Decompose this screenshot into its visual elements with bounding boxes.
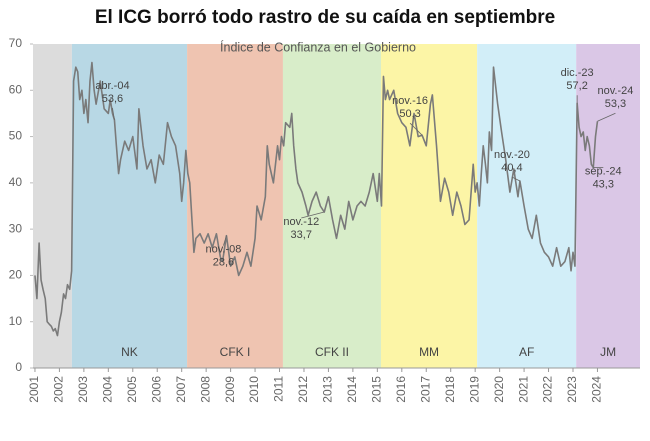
annotation-date: abr.-04 bbox=[95, 80, 129, 92]
annotation-value: 53,3 bbox=[605, 98, 626, 110]
annotation-leader bbox=[511, 176, 521, 182]
annotation-date: nov.-20 bbox=[494, 149, 530, 161]
x-tick-label: 2016 bbox=[394, 376, 408, 403]
x-tick-label: 2018 bbox=[443, 376, 457, 403]
x-tick-label: 2020 bbox=[492, 376, 506, 403]
x-tick-label: 2024 bbox=[590, 376, 604, 403]
period-label: CFK II bbox=[315, 345, 349, 359]
y-tick-label: 70 bbox=[9, 36, 23, 50]
x-tick-label: 2007 bbox=[174, 376, 188, 403]
period-label: CFK I bbox=[220, 345, 251, 359]
x-tick-label: 2009 bbox=[223, 376, 237, 403]
annotation-leader bbox=[223, 235, 227, 246]
y-tick-label: 20 bbox=[9, 268, 23, 282]
annotation-leader bbox=[301, 211, 325, 219]
y-tick-label: 0 bbox=[15, 360, 22, 374]
x-tick-label: 2004 bbox=[100, 376, 114, 403]
period-band bbox=[381, 44, 478, 368]
x-tick-label: 2013 bbox=[321, 376, 335, 403]
annotation-date: dic.-23 bbox=[561, 67, 594, 79]
annotation-value: 53,6 bbox=[102, 93, 123, 105]
period-band bbox=[576, 44, 640, 368]
y-tick-label: 50 bbox=[9, 129, 23, 143]
chart-title: El ICG borró todo rastro de su caída en … bbox=[95, 7, 555, 28]
x-tick-label: 2015 bbox=[370, 376, 384, 403]
annotation-value: 43,3 bbox=[593, 178, 614, 190]
annotation-leader bbox=[112, 107, 115, 120]
x-tick-label: 2006 bbox=[149, 376, 163, 403]
x-tick-label: 2003 bbox=[76, 376, 90, 403]
y-tick-label: 60 bbox=[9, 82, 23, 96]
period-band bbox=[282, 44, 382, 368]
annotation-date: nov.-24 bbox=[598, 85, 634, 97]
annotation-value: 40,4 bbox=[501, 162, 522, 174]
annotation-leader bbox=[597, 112, 616, 122]
series-line bbox=[34, 61, 599, 337]
period-band bbox=[33, 44, 72, 368]
annotation-date: nov.-16 bbox=[392, 95, 428, 107]
x-tick-label: 2010 bbox=[247, 376, 261, 403]
y-tick-label: 10 bbox=[9, 314, 23, 328]
period-label: MM bbox=[419, 345, 439, 359]
period-band bbox=[71, 44, 188, 368]
annotation-value: 57,2 bbox=[566, 80, 587, 92]
period-label: JM bbox=[600, 345, 616, 359]
chart-subtitle: Índice de Confianza en el Gobierno bbox=[220, 39, 416, 54]
annotation-date: sep.-24 bbox=[585, 165, 622, 177]
x-tick-label: 2012 bbox=[296, 376, 310, 403]
x-tick-label: 2008 bbox=[198, 376, 212, 403]
period-band bbox=[187, 44, 283, 368]
x-tick-label: 2022 bbox=[541, 376, 555, 403]
y-tick-label: 30 bbox=[9, 221, 23, 235]
annotation-value: 50,3 bbox=[399, 108, 420, 120]
period-band bbox=[477, 44, 577, 368]
annotation-date: nov.-08 bbox=[206, 244, 242, 256]
x-tick-label: 2021 bbox=[516, 376, 530, 403]
x-tick-label: 2011 bbox=[272, 376, 286, 402]
x-tick-label: 2017 bbox=[418, 376, 432, 403]
x-tick-label: 2001 bbox=[27, 376, 41, 403]
annotation-leader bbox=[409, 122, 423, 136]
annotation-value: 28,6 bbox=[213, 257, 234, 269]
period-label: AF bbox=[519, 345, 534, 359]
period-label: NK bbox=[121, 345, 138, 359]
annotation-value: 33,7 bbox=[291, 229, 312, 241]
x-tick-label: 2014 bbox=[345, 376, 359, 403]
x-tick-label: 2005 bbox=[125, 376, 139, 403]
x-tick-label: 2002 bbox=[52, 376, 66, 403]
y-tick-label: 40 bbox=[9, 175, 23, 189]
annotation-date: nov.-12 bbox=[283, 216, 319, 228]
x-tick-label: 2019 bbox=[467, 376, 481, 403]
x-tick-label: 2023 bbox=[565, 376, 579, 403]
